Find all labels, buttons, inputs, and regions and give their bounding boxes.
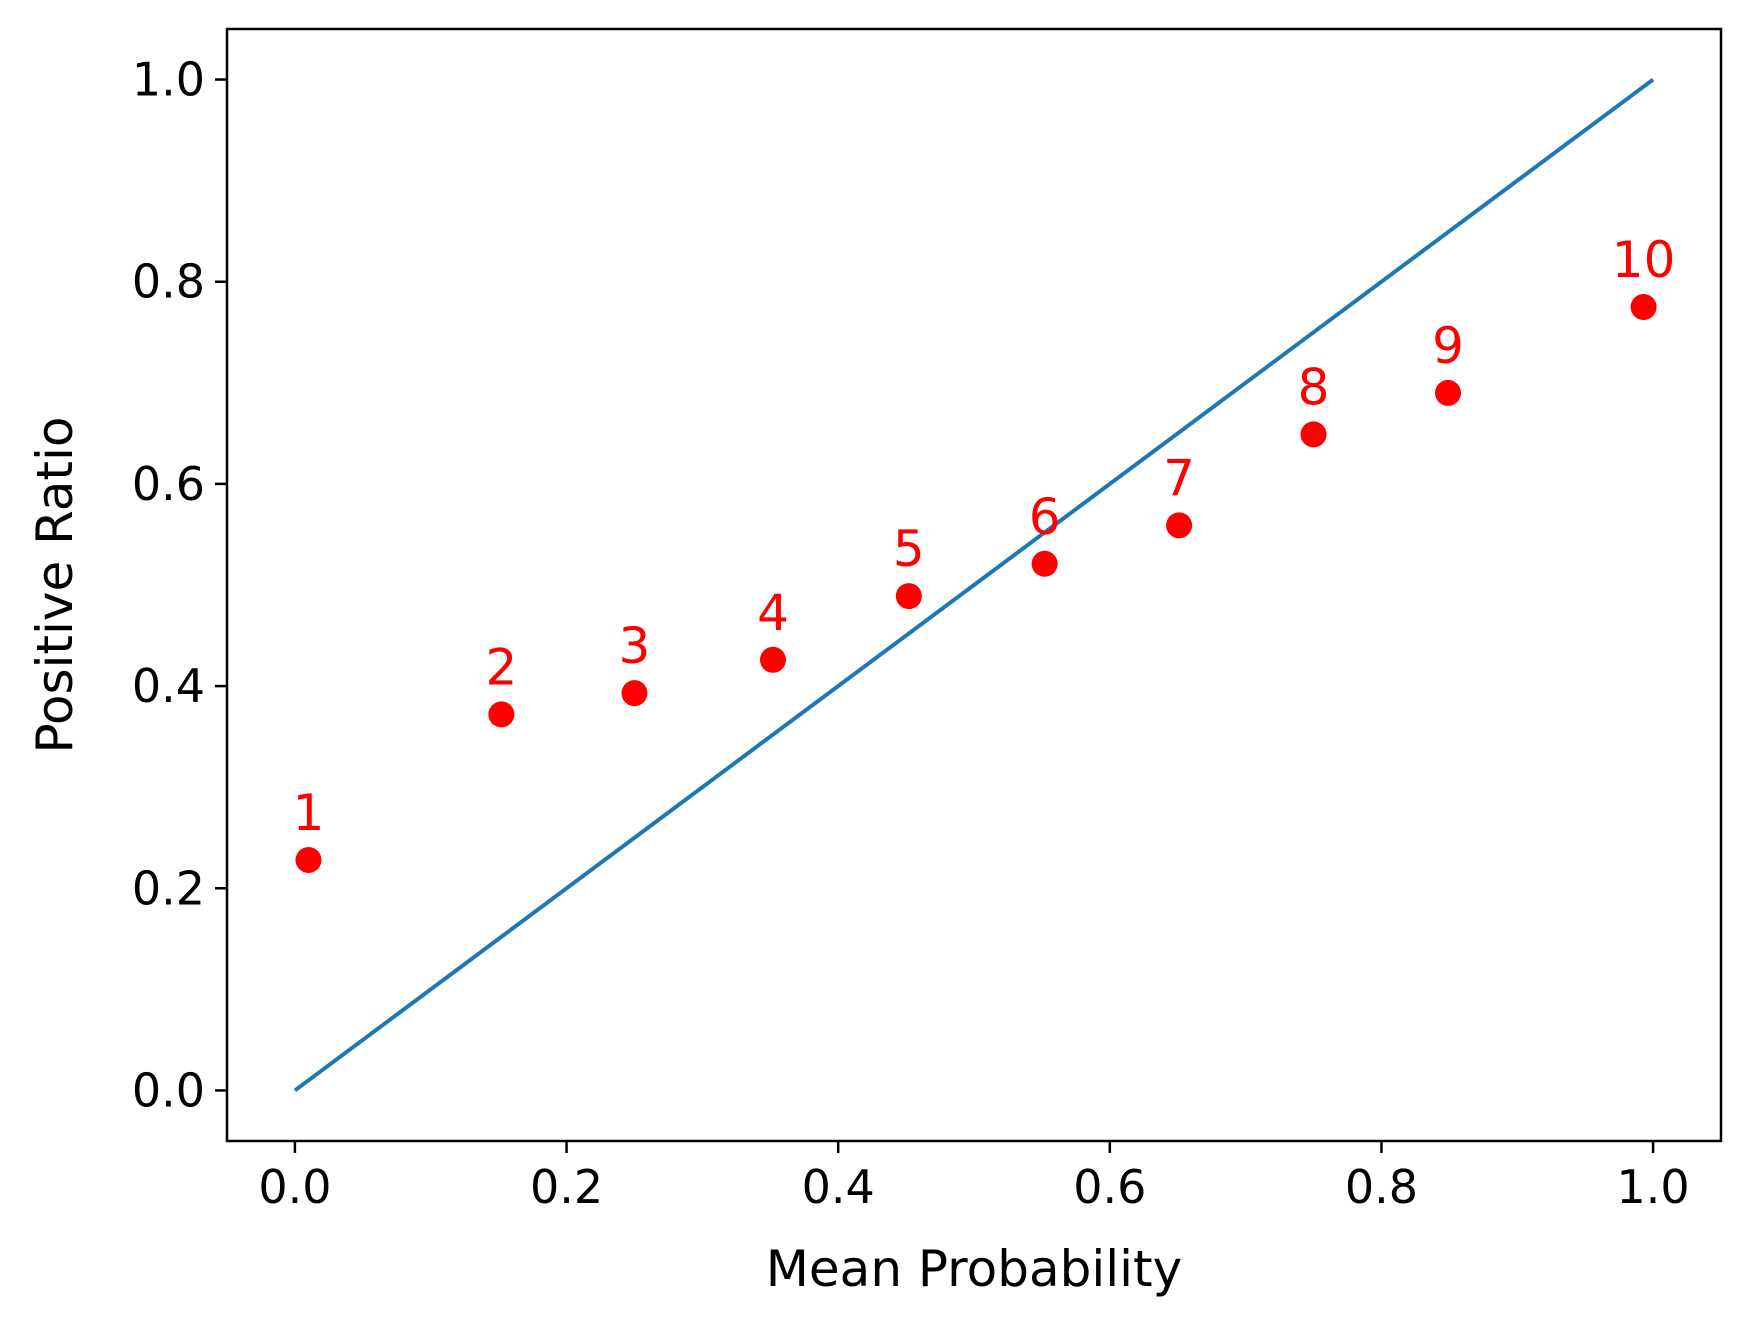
y-tick-label: 1.0 xyxy=(132,53,205,107)
data-point xyxy=(759,646,786,673)
x-axis-label: Mean Probability xyxy=(766,1240,1182,1298)
x-tick-label: 0.8 xyxy=(1345,1160,1418,1214)
y-tick-label: 0.8 xyxy=(132,255,205,309)
data-point-label: 4 xyxy=(757,584,789,642)
data-point-labels: 1 2 3 4 5 6 7 8 9 10 xyxy=(293,231,1676,842)
data-point xyxy=(895,583,922,610)
y-tick-label: 0.2 xyxy=(132,861,205,915)
x-tick-label: 1.0 xyxy=(1617,1160,1690,1214)
x-tick-label: 0.2 xyxy=(530,1160,603,1214)
data-point xyxy=(1630,294,1657,320)
data-point xyxy=(1435,379,1462,406)
y-axis-label: Positive Ratio xyxy=(26,416,84,753)
plot-frame xyxy=(225,27,1723,1143)
data-point xyxy=(488,701,515,728)
x-axis-ticks: 0.0 0.2 0.4 0.6 0.8 1.0 xyxy=(258,1141,1690,1214)
data-point xyxy=(1031,550,1058,577)
data-point-label: 8 xyxy=(1298,358,1330,416)
reference-line xyxy=(293,77,1655,1093)
data-point xyxy=(621,680,648,707)
y-tick-label: 0.0 xyxy=(132,1063,205,1117)
data-point-label: 7 xyxy=(1163,449,1195,507)
data-point-label: 9 xyxy=(1432,317,1464,375)
x-tick-label: 0.6 xyxy=(1073,1160,1146,1214)
y-axis-ticks: 0.0 0.2 0.4 0.6 0.8 1.0 xyxy=(132,53,227,1117)
data-point-label: 5 xyxy=(893,520,925,578)
data-points xyxy=(295,294,1657,873)
data-point-label: 2 xyxy=(485,638,517,696)
data-point xyxy=(1300,421,1327,448)
y-tick-label: 0.4 xyxy=(132,659,205,713)
data-point-label: 6 xyxy=(1029,488,1061,546)
data-point-label: 1 xyxy=(293,784,325,842)
data-point-label: 3 xyxy=(619,617,651,675)
data-point-label: 10 xyxy=(1612,231,1676,289)
x-tick-label: 0.4 xyxy=(802,1160,875,1214)
y-tick-label: 0.6 xyxy=(132,457,205,511)
data-point xyxy=(295,846,322,873)
x-tick-label: 0.0 xyxy=(258,1160,331,1214)
data-point xyxy=(1166,512,1193,539)
